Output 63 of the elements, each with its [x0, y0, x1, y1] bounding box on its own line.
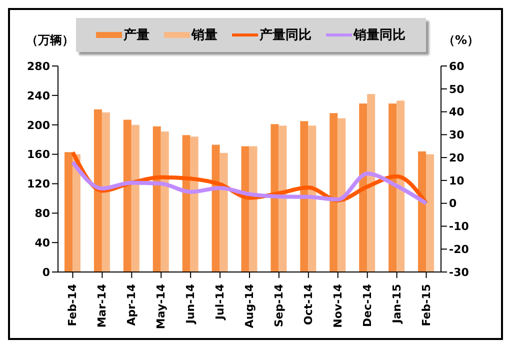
legend-label: 销量 — [192, 27, 218, 44]
bar — [102, 112, 110, 272]
bar — [308, 126, 316, 272]
y2-tick-label: 0 — [449, 197, 457, 210]
legend-label: 产量同比 — [260, 26, 312, 44]
y-tick-label: 200 — [27, 118, 50, 132]
bar — [418, 151, 426, 272]
bar — [64, 152, 72, 272]
bar — [278, 126, 287, 272]
x-tick-label: Nov-14 — [331, 284, 344, 328]
x-tick-label: May-14 — [154, 284, 168, 330]
y-tick-label: 160 — [27, 148, 50, 162]
y2-tick-label: -20 — [449, 243, 470, 256]
bar — [300, 121, 308, 272]
x-tick-label: Sep-14 — [272, 284, 286, 328]
bar — [190, 136, 198, 272]
x-tick-label: Jun-14 — [184, 284, 198, 325]
x-tick-label: Jul-14 — [214, 284, 227, 321]
bar — [212, 144, 220, 272]
y2-axis-title: （%） — [442, 32, 479, 49]
x-tick-label: Aug-14 — [243, 284, 256, 328]
y-tick-label: 40 — [34, 236, 50, 250]
bar — [123, 120, 132, 272]
y2-tick-label: 30 — [449, 128, 465, 142]
y-axis-title: （万辆） — [26, 32, 74, 49]
bar — [241, 146, 250, 272]
bar — [220, 152, 228, 272]
x-tick-label: Apr-14 — [125, 284, 138, 326]
x-tick-label: Jan-15 — [390, 284, 404, 324]
y2-tick-label: 10 — [449, 174, 465, 188]
y-tick-label: 240 — [27, 89, 50, 102]
legend-label: 产量 — [124, 26, 150, 44]
bar — [249, 146, 258, 272]
y2-tick-label: -30 — [449, 266, 470, 279]
x-tick-label: Mar-14 — [96, 284, 109, 328]
bar — [152, 126, 161, 272]
bar — [270, 124, 279, 272]
bar — [160, 131, 169, 272]
line-series — [70, 160, 428, 206]
bar — [388, 104, 397, 272]
bar — [330, 113, 338, 272]
bar — [359, 104, 368, 272]
y2-tick-label: 50 — [449, 82, 465, 96]
bar — [367, 94, 376, 272]
bar — [131, 124, 140, 272]
y-tick-label: 120 — [27, 178, 50, 191]
legend-label: 销量同比 — [354, 27, 406, 44]
y-tick-label: 280 — [27, 60, 50, 73]
x-tick-label: Oct-14 — [302, 284, 315, 326]
x-tick-label: Feb-14 — [66, 284, 80, 326]
y2-tick-label: 60 — [449, 60, 465, 73]
bar — [94, 109, 102, 272]
bar — [396, 100, 405, 272]
x-tick-label: Feb-15 — [420, 284, 433, 326]
bar — [338, 118, 346, 272]
y2-tick-label: 40 — [449, 106, 465, 119]
x-tick-label: Dec-14 — [360, 284, 374, 327]
y2-tick-label: 20 — [449, 151, 465, 164]
bar — [426, 154, 434, 272]
bar — [182, 135, 190, 272]
y-tick-label: 0 — [42, 266, 50, 279]
y2-tick-label: -10 — [449, 220, 470, 234]
y-tick-label: 80 — [34, 207, 50, 220]
